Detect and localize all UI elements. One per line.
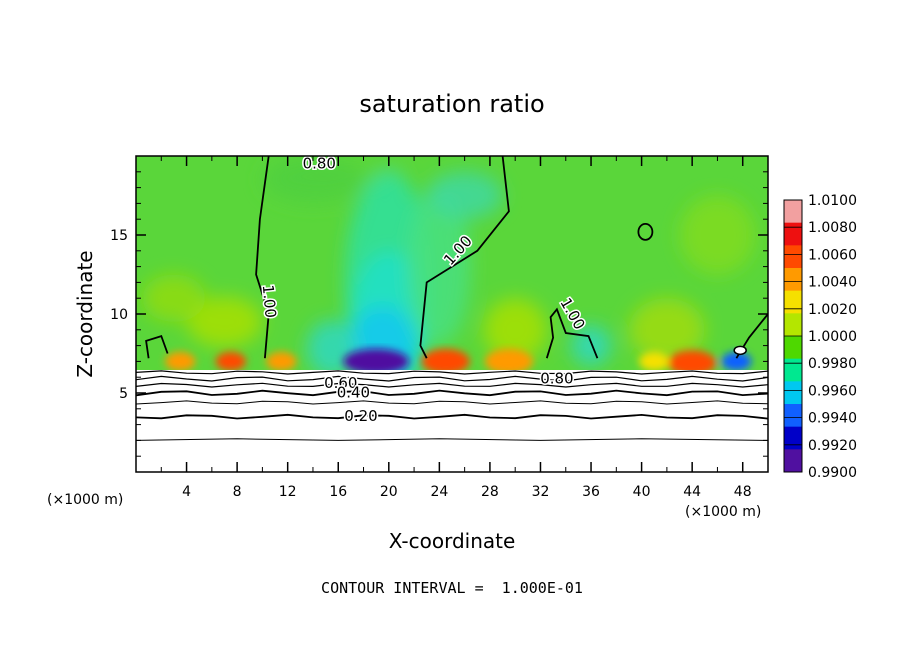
contour-line: [136, 438, 768, 441]
x-tick-label: 40: [633, 484, 651, 500]
x-tick-label: 16: [329, 484, 347, 500]
x-axis-ticks: 4 8 12 16 20 24 28 32 36 40 44 48: [160, 156, 752, 500]
y-tick-label: 15: [110, 228, 128, 244]
colorbar-swatch: [784, 313, 802, 337]
contour-line: [255, 156, 270, 359]
field-hotspot: [421, 348, 470, 375]
colorbar-label: 0.9920: [808, 438, 857, 454]
colorbar-swatch: [784, 200, 802, 224]
field-hotspot: [721, 351, 752, 371]
contour-label: 0.80: [303, 154, 336, 172]
colorbar-swatch: [784, 404, 802, 428]
colorbar: 1.0100 1.0080 1.0060 1.0040 1.0020 1.0000 0.99…: [783, 193, 857, 481]
field-blob: [679, 195, 756, 275]
colorbar-swatch: [784, 449, 802, 473]
colorbar-label: 0.9960: [808, 383, 857, 399]
x-tick-label: 4: [182, 484, 191, 500]
field-hotspot: [266, 351, 297, 371]
contour-labels: 1.001.001.000.600.400.200.800.80: [257, 154, 590, 427]
colorbar-label: 1.0020: [808, 302, 857, 318]
field-hotspots: [165, 348, 752, 376]
colorbar-swatch: [784, 245, 802, 269]
x-tick-label: 12: [279, 484, 297, 500]
contour-lines: [136, 156, 768, 441]
field-hotspot: [484, 348, 533, 375]
x-tick-label: 48: [734, 484, 752, 500]
y-axis-label: Z-coordinate: [73, 250, 97, 377]
x-tick-label: 28: [481, 484, 499, 500]
contour-label: 0.60: [324, 374, 357, 392]
x-tick-label: 24: [430, 484, 448, 500]
contour-interval-note: CONTOUR INTERVAL = 1.000E-01: [321, 579, 583, 597]
contour-line: [637, 222, 654, 241]
field-hotspot: [165, 351, 196, 371]
x-unit-right: (×1000 m): [685, 504, 761, 520]
x-tick-label: 36: [582, 484, 600, 500]
colorbar-label: 0.9980: [808, 356, 857, 372]
field-blob: [142, 274, 206, 322]
field-hotspot: [343, 348, 410, 375]
contour-line: [545, 307, 599, 359]
contour-line: [136, 413, 768, 420]
contour-line: [145, 334, 169, 359]
field-hotspot: [668, 350, 717, 376]
field-blob: [570, 325, 612, 367]
field-blob: [186, 296, 263, 348]
contour-line: [136, 400, 768, 405]
x-tick-label: 32: [532, 484, 550, 500]
chart-title: saturation ratio: [359, 90, 544, 118]
contour-label: 0.80: [540, 369, 573, 387]
contour-line: [136, 389, 768, 397]
field-hotspot: [215, 351, 246, 371]
colorbar-swatch: [784, 381, 802, 405]
plot-area: 1.001.001.000.600.400.200.800.80: [136, 154, 768, 472]
colorbar-label: 1.0100: [808, 193, 857, 209]
field-blob: [483, 298, 547, 362]
contour-label: 0.40: [337, 384, 370, 402]
colorbar-label: 1.0060: [808, 247, 857, 263]
colorbar-swatch: [784, 222, 802, 246]
y-tick-label: 10: [110, 307, 128, 323]
colorbar-swatch: [784, 336, 802, 360]
colorbar-label: 0.9940: [808, 411, 857, 427]
colorbar-label: 0.9900: [808, 465, 857, 481]
colorbar-label: 1.0040: [808, 275, 857, 291]
contour-label: 1.00: [259, 284, 280, 319]
colorbar-swatch: [784, 358, 802, 382]
colorbar-label: 1.0000: [808, 329, 857, 345]
lower-layer: [136, 370, 768, 472]
contour-line: [419, 156, 510, 359]
colorbar-swatch: [784, 268, 802, 292]
contour-line: [136, 370, 768, 375]
x-unit-left: (×1000 m): [47, 492, 123, 508]
colorbar-swatch: [784, 290, 802, 314]
x-axis-label: X-coordinate: [389, 529, 516, 553]
colorbar-label: 1.0080: [808, 220, 857, 236]
field-blob: [628, 298, 705, 362]
contour-line: [136, 375, 768, 382]
contour-line: [136, 382, 768, 388]
colorbar-swatch: [784, 426, 802, 450]
x-tick-label: 44: [683, 484, 701, 500]
x-tick-label: 8: [233, 484, 242, 500]
x-tick-label: 20: [380, 484, 398, 500]
y-axis-ticks: 5 10 15: [110, 171, 768, 457]
contour-line: [733, 345, 747, 356]
field-blob: [262, 156, 364, 204]
contour-label: 0.20: [344, 407, 377, 425]
field-blob: [426, 171, 503, 220]
y-tick-label: 5: [119, 386, 128, 402]
field-hotspot: [639, 351, 670, 371]
